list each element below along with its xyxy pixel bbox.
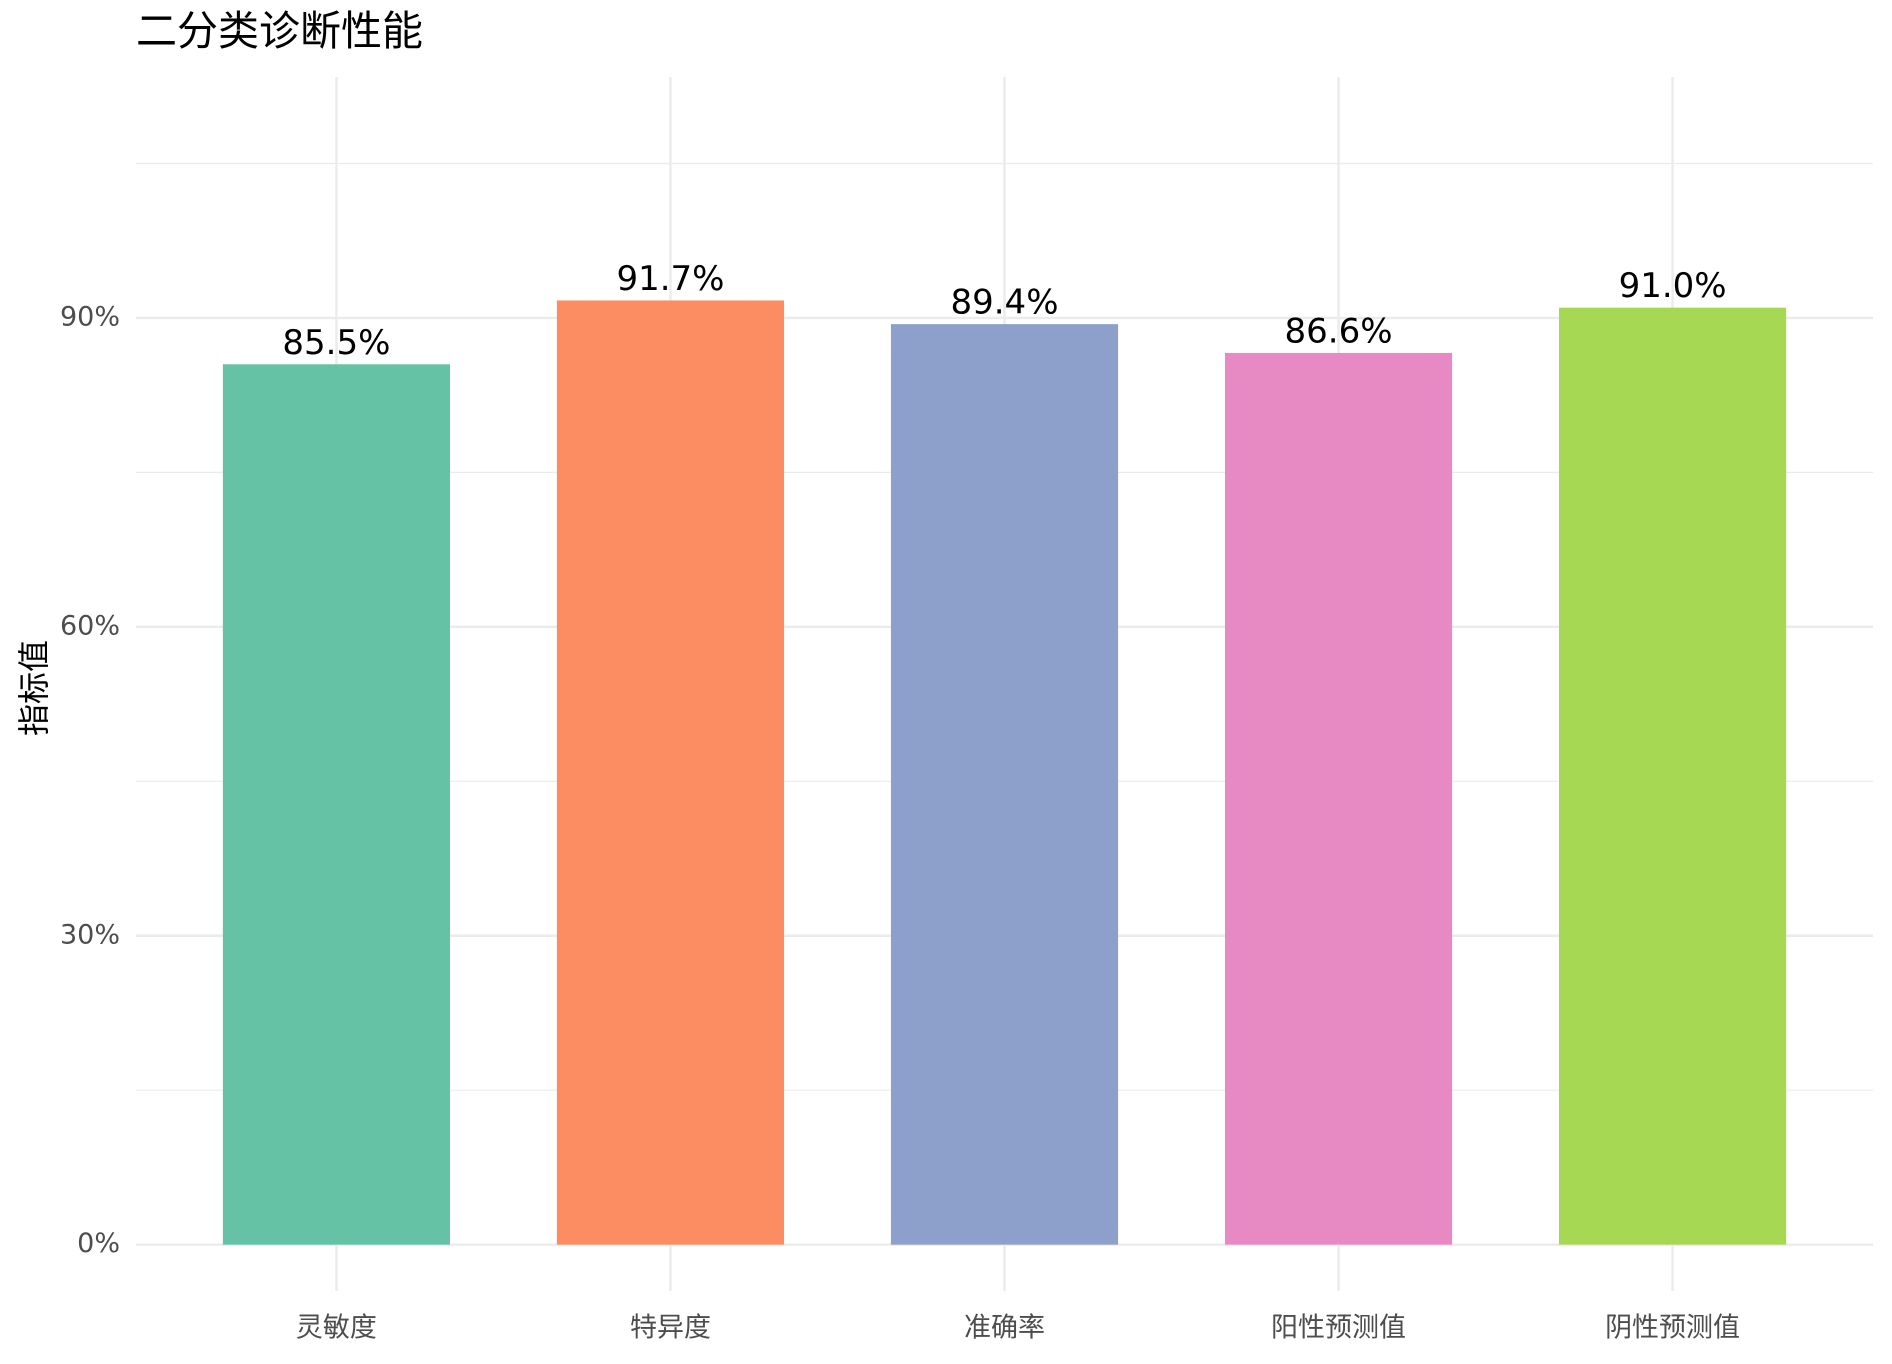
bar — [556, 300, 785, 1245]
value-label: 85.5% — [282, 323, 390, 363]
y-tick-label: 0% — [77, 1228, 120, 1259]
x-tick-label: 特异度 — [630, 1313, 711, 1344]
x-tick-label: 灵敏度 — [296, 1313, 377, 1344]
bar — [1224, 352, 1453, 1245]
bar — [890, 324, 1119, 1245]
bar — [222, 364, 450, 1245]
y-tick-label: 30% — [60, 919, 120, 950]
y-tick-label: 90% — [60, 301, 120, 332]
x-tick-label: 阳性预测值 — [1271, 1313, 1406, 1344]
bar — [1559, 307, 1787, 1245]
value-label: 86.6% — [1285, 311, 1393, 351]
value-label: 91.7% — [616, 259, 724, 299]
x-tick-label: 阴性预测值 — [1605, 1313, 1740, 1344]
chart-title: 二分类诊断性能 — [136, 7, 423, 55]
x-tick-label: 准确率 — [964, 1313, 1045, 1344]
value-label: 89.4% — [950, 283, 1058, 323]
value-label: 91.0% — [1619, 266, 1727, 306]
y-axis-title: 指标值 — [15, 640, 53, 736]
y-tick-label: 60% — [60, 610, 120, 641]
